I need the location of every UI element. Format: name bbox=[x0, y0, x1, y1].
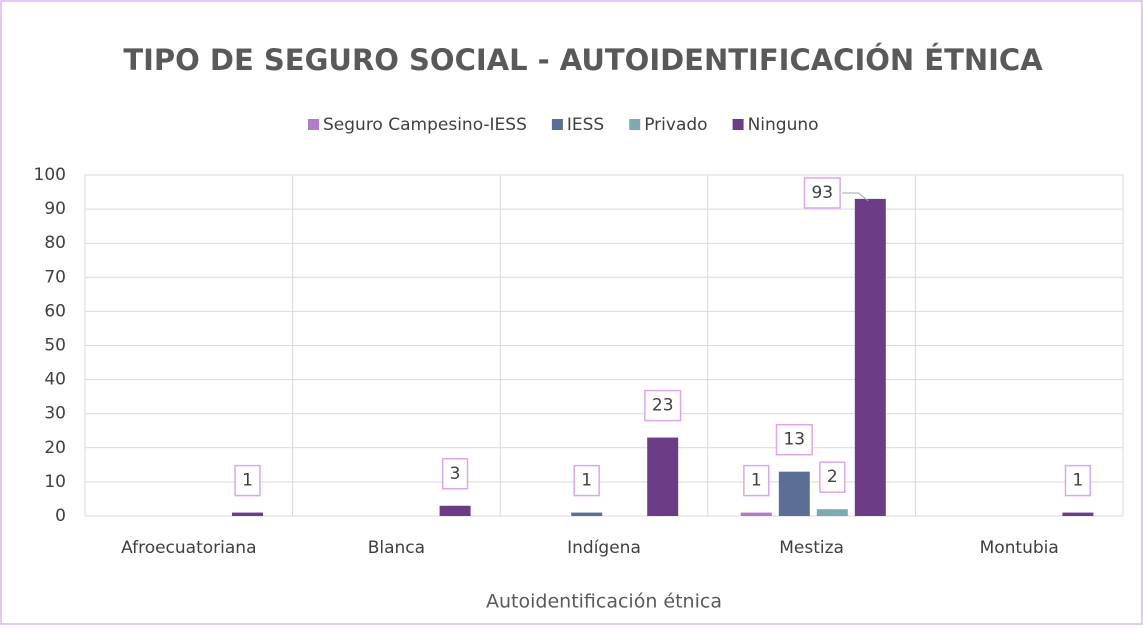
bar bbox=[854, 198, 886, 516]
legend-label: Ninguno bbox=[748, 115, 819, 135]
data-label-box bbox=[573, 464, 600, 497]
data-label: 3 bbox=[450, 464, 461, 484]
bar bbox=[439, 505, 471, 516]
data-label-box bbox=[803, 177, 841, 209]
x-tick-label: Blanca bbox=[368, 538, 425, 558]
bar bbox=[816, 509, 848, 516]
y-tick-label: 60 bbox=[44, 301, 66, 321]
bar bbox=[571, 512, 603, 516]
chart-title: TIPO DE SEGURO SOCIAL - AUTOIDENTIFICACI… bbox=[123, 43, 1043, 77]
legend-swatch bbox=[629, 119, 641, 130]
data-label: 1 bbox=[1072, 471, 1083, 491]
data-label: 1 bbox=[581, 471, 592, 491]
legend-swatch bbox=[551, 119, 563, 130]
x-tick-label: Indígena bbox=[567, 538, 641, 558]
data-label: 23 bbox=[652, 396, 674, 416]
legend-swatch bbox=[732, 119, 744, 130]
data-label-box bbox=[441, 458, 469, 490]
data-label-box bbox=[743, 464, 770, 497]
y-tick-label: 80 bbox=[44, 233, 66, 253]
bar bbox=[740, 512, 772, 516]
y-tick-label: 50 bbox=[44, 336, 66, 356]
data-label: 2 bbox=[827, 467, 838, 487]
y-tick-label: 20 bbox=[44, 438, 66, 458]
x-axis-label: Autoidentificación étnica bbox=[486, 591, 722, 613]
x-tick-label: Afroecuatoriana bbox=[121, 538, 256, 558]
legend-label: IESS bbox=[567, 115, 604, 135]
y-tick-label: 10 bbox=[44, 472, 66, 492]
y-tick-label: 0 bbox=[55, 506, 66, 526]
data-label: 13 bbox=[783, 430, 805, 450]
data-label-box bbox=[644, 389, 682, 422]
y-tick-label: 30 bbox=[44, 404, 66, 424]
bar bbox=[232, 512, 263, 516]
data-label-box bbox=[1064, 464, 1092, 497]
y-tick-label: 90 bbox=[44, 199, 66, 219]
bar bbox=[647, 437, 679, 516]
legend-swatch bbox=[308, 119, 319, 130]
y-tick-label: 100 bbox=[34, 165, 66, 185]
data-label: 1 bbox=[751, 471, 762, 491]
legend-label: Privado bbox=[644, 115, 707, 135]
data-label-box bbox=[234, 464, 261, 497]
data-label: 1 bbox=[242, 471, 253, 491]
x-tick-label: Mestiza bbox=[779, 538, 844, 558]
legend-label: Seguro Campesino-IESS bbox=[323, 115, 527, 135]
bar bbox=[778, 471, 810, 516]
leader-line bbox=[842, 192, 869, 202]
y-tick-label: 40 bbox=[44, 370, 66, 390]
y-tick-label: 70 bbox=[44, 267, 66, 287]
data-label-box bbox=[775, 423, 813, 456]
data-label-box bbox=[819, 461, 846, 493]
x-tick-label: Montubia bbox=[980, 538, 1059, 558]
data-label: 93 bbox=[811, 183, 833, 203]
bar bbox=[1062, 512, 1094, 516]
